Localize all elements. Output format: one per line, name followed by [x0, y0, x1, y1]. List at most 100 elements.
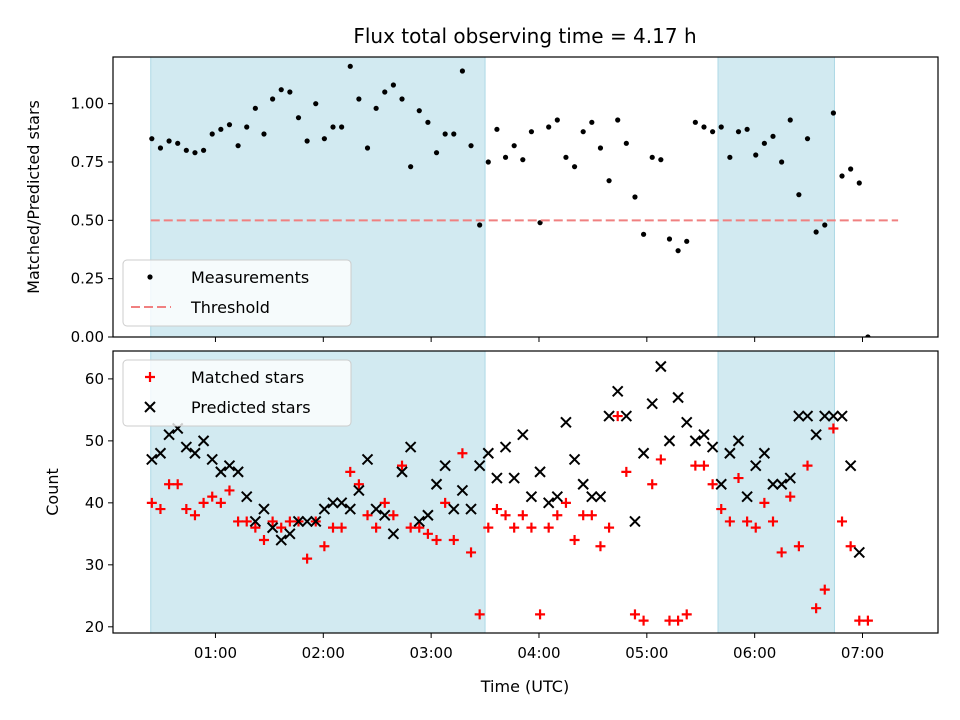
- data-point: [301, 515, 313, 528]
- legend-dot-swatch: [147, 274, 153, 280]
- data-point: [509, 522, 520, 533]
- data-point: [146, 453, 158, 466]
- data-point: [396, 466, 408, 478]
- data-point: [597, 145, 604, 151]
- data-point: [827, 410, 840, 422]
- data-point: [278, 87, 284, 93]
- legend-cross-swatch: [144, 401, 156, 413]
- data-point: [364, 145, 371, 151]
- data-point: [370, 503, 382, 515]
- data-point: [330, 124, 336, 130]
- data-point: [267, 516, 278, 527]
- data-point: [456, 484, 469, 497]
- y-tick-label: 0.00: [71, 328, 104, 346]
- axes-frame: [112, 56, 939, 338]
- data-point: [787, 117, 793, 123]
- data-point: [397, 460, 408, 471]
- data-point: [404, 441, 417, 453]
- data-point: [439, 459, 451, 472]
- data-point: [430, 478, 443, 490]
- data-point: [770, 133, 776, 139]
- data-point: [684, 238, 690, 244]
- data-point: [457, 448, 468, 459]
- data-point: [249, 515, 262, 528]
- data-point: [830, 110, 836, 116]
- data-point: [692, 119, 698, 125]
- data-point: [319, 541, 330, 552]
- x-tick-label: 04:00: [517, 644, 560, 662]
- data-point: [632, 194, 638, 200]
- x-tick-label: 06:00: [733, 644, 776, 662]
- data-point: [175, 140, 181, 146]
- data-point: [526, 522, 537, 533]
- data-point: [646, 397, 658, 410]
- data-point: [606, 178, 612, 184]
- data-point: [716, 504, 727, 515]
- data-point: [785, 491, 796, 502]
- data-point: [813, 229, 819, 235]
- x-tick-label: 07:00: [841, 644, 884, 662]
- data-point: [706, 441, 719, 453]
- data-point: [474, 609, 485, 620]
- data-point: [164, 479, 175, 490]
- data-point: [344, 503, 356, 515]
- data-point: [758, 447, 771, 459]
- data-point: [181, 504, 192, 515]
- data-point: [373, 105, 379, 111]
- data-point: [491, 472, 503, 484]
- data-point: [371, 522, 382, 533]
- data-point: [287, 89, 293, 95]
- data-point: [568, 453, 581, 466]
- data-point: [663, 435, 676, 447]
- data-point: [724, 516, 735, 527]
- data-point: [233, 516, 244, 527]
- data-point: [839, 173, 845, 179]
- data-point: [149, 136, 155, 142]
- data-point: [321, 136, 327, 142]
- data-point: [844, 459, 857, 472]
- data-point: [232, 466, 244, 478]
- data-point: [200, 147, 207, 153]
- data-point: [810, 428, 822, 441]
- data-point: [615, 117, 621, 123]
- data-point: [250, 522, 261, 533]
- legend-box: [122, 359, 352, 427]
- data-point: [594, 490, 607, 503]
- y-tick-label: 60: [85, 370, 104, 388]
- data-point: [494, 126, 500, 132]
- data-point: [327, 497, 339, 509]
- data-point: [491, 504, 502, 515]
- data-point: [672, 391, 684, 404]
- legend-label: Threshold: [190, 298, 270, 317]
- data-point: [727, 154, 733, 160]
- data-point: [520, 157, 526, 163]
- y-tick-label: 20: [85, 618, 104, 636]
- data-point: [284, 528, 296, 540]
- data-point: [701, 124, 707, 130]
- data-point: [353, 479, 364, 490]
- data-point: [525, 490, 538, 503]
- data-point: [710, 129, 716, 135]
- data-point: [666, 236, 673, 242]
- data-point: [508, 472, 520, 484]
- data-point: [166, 138, 172, 144]
- legend: Matched stars Predicted stars: [122, 359, 352, 427]
- data-point: [620, 410, 633, 422]
- data-point: [768, 516, 778, 527]
- data-point: [215, 466, 227, 478]
- data-point: [629, 515, 641, 528]
- data-point: [241, 516, 252, 527]
- data-point: [621, 466, 632, 477]
- data-point: [856, 180, 862, 186]
- data-point: [197, 435, 210, 447]
- data-point: [603, 410, 615, 422]
- series-matched-stars: [146, 411, 873, 626]
- data-point: [775, 478, 788, 490]
- data-point: [431, 535, 442, 546]
- data-point: [534, 466, 546, 478]
- data-point: [681, 416, 693, 428]
- x-tick-label: 02:00: [302, 644, 345, 662]
- data-point: [302, 553, 313, 564]
- data-point: [698, 460, 709, 471]
- data-point: [224, 485, 235, 496]
